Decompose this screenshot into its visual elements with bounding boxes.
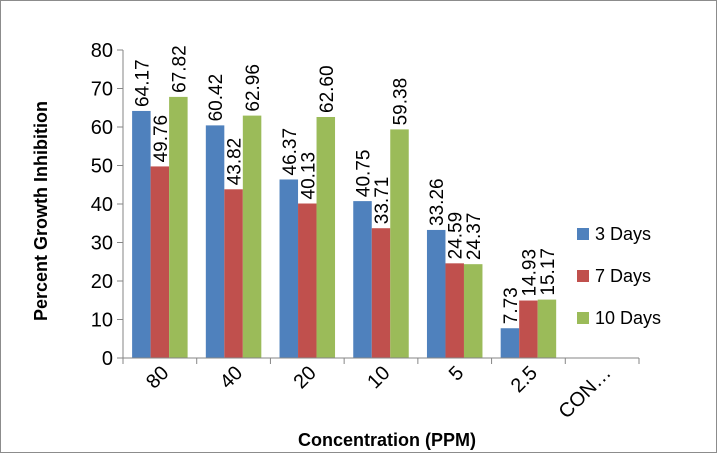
data-label: 40.13	[298, 152, 319, 200]
data-label: 62.96	[243, 64, 264, 112]
x-tick-label: 2.5	[507, 362, 542, 397]
legend-label: 7 Days	[595, 266, 651, 286]
y-axis-title: Percent Growth Inhibition	[31, 101, 51, 321]
y-tick-label: 40	[91, 194, 113, 216]
y-tick-label: 80	[91, 40, 113, 62]
data-label: 62.60	[317, 65, 338, 113]
legend-swatch	[577, 270, 589, 282]
bar	[426, 229, 446, 358]
bar	[445, 263, 464, 358]
bar	[205, 125, 225, 359]
y-tick-label: 30	[91, 233, 113, 255]
bar	[353, 201, 372, 358]
bar	[371, 228, 391, 358]
bar	[132, 110, 151, 359]
bar	[316, 116, 336, 359]
bar	[537, 299, 557, 358]
legend-label: 3 Days	[595, 224, 651, 244]
bar	[390, 129, 409, 358]
legend-swatch	[577, 312, 589, 324]
data-label: 43.82	[225, 138, 246, 186]
bar	[298, 203, 317, 358]
data-label: 59.38	[391, 78, 412, 126]
data-label: 60.42	[206, 74, 227, 122]
x-tick-label: CON…	[555, 362, 616, 423]
data-label: 67.82	[169, 45, 190, 93]
x-tick-label: 5	[445, 362, 468, 385]
y-tick-label: 0	[102, 348, 113, 370]
x-tick-label: 10	[363, 362, 394, 393]
y-tick-label: 60	[91, 117, 113, 139]
x-tick-label: 20	[290, 362, 321, 393]
x-tick-label: 40	[216, 362, 247, 393]
bar	[242, 115, 262, 358]
data-label: 24.37	[464, 213, 485, 261]
legend-swatch	[577, 228, 589, 240]
bar	[279, 179, 299, 358]
data-label: 7.73	[501, 287, 522, 324]
bar	[224, 189, 243, 358]
y-tick-label: 20	[91, 271, 113, 293]
data-label: 64.17	[132, 59, 153, 107]
data-label: 33.26	[427, 178, 448, 226]
data-label: 14.93	[519, 249, 540, 297]
bar	[150, 166, 170, 358]
data-label: 33.71	[372, 177, 393, 225]
y-tick-label: 50	[91, 156, 113, 178]
data-label: 49.76	[151, 115, 172, 163]
bars	[132, 96, 557, 359]
bar	[500, 328, 520, 358]
data-label: 15.17	[538, 248, 559, 296]
bar	[519, 300, 538, 358]
data-label: 46.37	[280, 128, 301, 176]
legend: 3 Days 7 Days 10 Days	[577, 224, 661, 328]
legend-label: 10 Days	[595, 308, 661, 328]
bar	[463, 264, 483, 358]
y-tick-label: 10	[91, 310, 113, 332]
x-axis-title: Concentration (PPM)	[298, 430, 476, 450]
bar	[169, 96, 188, 358]
data-label: 40.75	[354, 150, 375, 198]
y-tick-label: 70	[91, 79, 113, 101]
data-label: 24.59	[446, 212, 467, 260]
x-tick-label: 80	[142, 362, 173, 393]
data-labels: 64.17 60.42 46.37 40.75 33.26 7.73 49.76 43.82 4…	[132, 45, 559, 324]
